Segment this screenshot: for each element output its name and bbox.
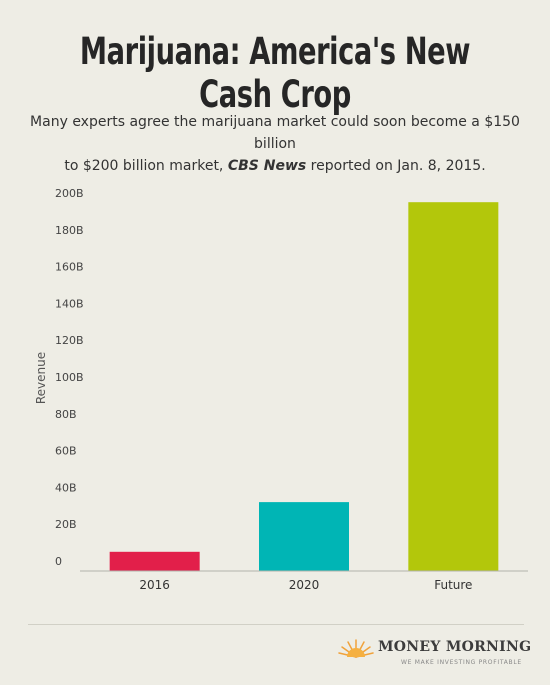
y-axis-ticks: 0 20B 40B 60B 80B 100B 120B 140B 160B 180B 200B xyxy=(55,187,84,568)
x-tick-label: Future xyxy=(434,578,472,592)
subtitle-line-2-end: reported on Jan. 8, 2015. xyxy=(306,158,486,174)
y-axis-label: Revenue xyxy=(34,352,48,404)
bar-2020 xyxy=(259,502,349,571)
bars xyxy=(109,202,499,571)
rising-sun-icon xyxy=(338,639,374,658)
bar-future xyxy=(408,202,499,571)
y-tick-label: 100B xyxy=(55,371,84,384)
subtitle-line-2-start: to $200 billion market, xyxy=(64,158,228,174)
footer-divider xyxy=(28,624,524,625)
brand-name: MONEY MORNING xyxy=(378,639,532,655)
subtitle-source: CBS News xyxy=(227,158,307,174)
brand-tagline: WE MAKE INVESTING PROFITABLE xyxy=(401,659,522,666)
chart-subtitle: Many experts agree the marijuana market … xyxy=(20,111,530,177)
y-tick-label: 20B xyxy=(55,518,77,531)
bar-chart: 0 20B 40B 60B 80B 100B 120B 140B 160B 180B 200B Re… xyxy=(34,187,528,592)
y-tick-label: 40B xyxy=(55,481,77,494)
y-tick-label: 160B xyxy=(55,261,84,274)
bar-2016 xyxy=(109,551,200,571)
x-tick-label: 2020 xyxy=(289,578,320,592)
x-tick-label: 2016 xyxy=(139,578,170,592)
subtitle-line-1: Many experts agree the marijuana market … xyxy=(30,114,520,152)
chart-title: Marijuana: America's New Cash Crop xyxy=(79,30,471,116)
y-tick-label: 180B xyxy=(55,224,84,237)
y-tick-label: 140B xyxy=(55,297,84,310)
y-tick-label: 60B xyxy=(55,445,77,458)
y-tick-label: 200B xyxy=(55,187,84,200)
y-tick-label: 0 xyxy=(55,555,62,568)
x-axis-ticks: 2016 2020 Future xyxy=(139,578,472,592)
y-tick-label: 80B xyxy=(55,408,77,421)
y-tick-label: 120B xyxy=(55,334,84,347)
money-morning-logo: MONEY MORNING WE MAKE INVESTING PROFITAB… xyxy=(338,637,532,673)
